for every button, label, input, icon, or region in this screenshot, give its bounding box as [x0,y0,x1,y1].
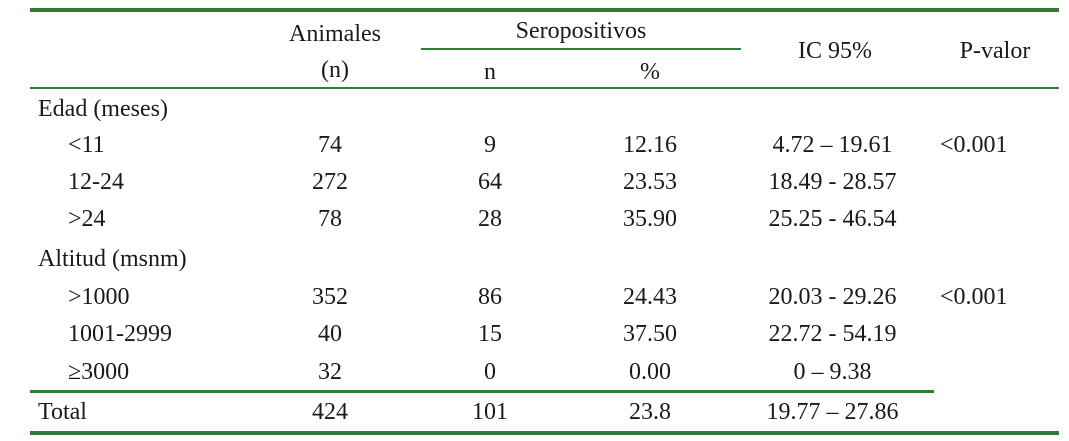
group-label-altitud: Altitud (msnm) [38,246,187,272]
group-label-edad: Edad (meses) [38,96,168,122]
header-rule [30,87,1059,89]
row-animales: 272 [312,169,348,195]
row-animales: 352 [312,284,348,310]
row-ic: 0 – 9.38 [793,359,872,385]
row-n: 28 [478,206,502,232]
row-n: 0 [484,359,496,385]
row-n: 86 [478,284,502,310]
row-category: ≥3000 [68,359,130,385]
row-category: 1001-2999 [68,321,172,347]
row-category: >1000 [68,284,130,310]
header-animales: Animales [289,21,381,47]
row-percent: 0.00 [629,359,671,385]
row-percent: 12.16 [623,132,677,158]
row-category: <11 [68,132,105,158]
row-ic: 25.25 - 46.54 [768,206,897,232]
row-ic: 18.49 - 28.57 [768,169,897,195]
row-ic: 4.72 – 19.61 [772,132,893,158]
row-n: 9 [484,132,496,158]
total-rule [30,390,934,393]
row-percent: 24.43 [623,284,677,310]
row-category: 12-24 [68,169,124,195]
header-pvalor: P-valor [959,38,1031,64]
header-seropositivos: Seropositivos [515,18,647,44]
row-animales: 40 [318,321,342,347]
total-animales: 424 [312,399,348,425]
top-rule [30,8,1059,12]
row-animales: 78 [318,206,342,232]
row-percent: 23.53 [623,169,677,195]
row-ic: 22.72 - 54.19 [768,321,897,347]
row-n: 64 [478,169,502,195]
group-pvalue-edad: <0.001 [940,132,1008,158]
row-animales: 74 [318,132,342,158]
bottom-rule [30,431,1059,435]
header-ic95: IC 95% [798,38,872,64]
row-percent: 35.90 [623,206,677,232]
header-animales-unit: (n) [321,57,349,83]
group-pvalue-altitud: <0.001 [940,284,1008,310]
total-percent: 23.8 [629,399,671,425]
row-animales: 32 [318,359,342,385]
seropositivos-underline [421,48,741,50]
row-n: 15 [478,321,502,347]
total-ic: 19.77 – 27.86 [766,399,899,425]
row-percent: 37.50 [623,321,677,347]
row-category: >24 [68,206,106,232]
header-percent: % [640,59,660,85]
total-label: Total [38,399,87,425]
row-ic: 20.03 - 29.26 [768,284,897,310]
total-n: 101 [472,399,508,425]
header-n: n [484,59,496,85]
